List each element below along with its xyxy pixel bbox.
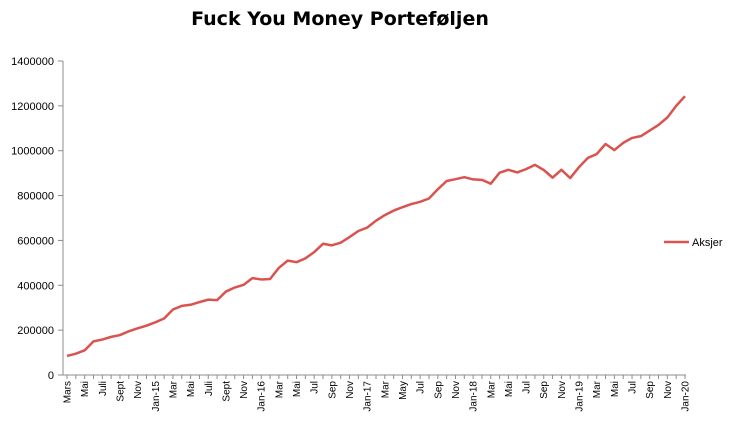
x-tick-label: Jul <box>522 381 533 394</box>
chart-title: Fuck You Money Porteføljen <box>191 8 489 30</box>
x-tick-label: Mai <box>186 381 197 397</box>
y-tick-label: 1000000 <box>11 146 54 158</box>
x-axis: Mars Mai Juli Sept Nov Jan-15 Mar Mai Juli Sept No… <box>63 374 692 412</box>
x-tick-label: Nov <box>239 381 250 399</box>
x-tick-label: Nov <box>663 381 674 399</box>
x-tick-label: Jan-15 <box>151 381 162 412</box>
x-tick-label: Juli <box>204 381 215 396</box>
x-tick-label: Sept <box>115 381 126 402</box>
x-tick-label: Jan-20 <box>681 381 692 412</box>
x-tick-label: Jan-19 <box>575 381 586 412</box>
series-line-aksjer <box>66 95 686 358</box>
x-tick-label: Nov <box>345 381 356 399</box>
x-tick-label: Sep <box>327 381 338 399</box>
series-group <box>66 95 686 358</box>
x-tick-label: Juli <box>98 381 109 396</box>
x-tick-label: Jul <box>416 381 427 394</box>
x-tick-label: Mar <box>592 380 603 398</box>
x-tick-label: Jan-17 <box>363 381 374 412</box>
x-tick-label: Mar <box>486 380 497 398</box>
x-tick-label: Sep <box>645 381 656 399</box>
x-tick-label: Jan-16 <box>257 381 268 412</box>
x-tick-label: Nov <box>557 381 568 399</box>
x-tick-label: Sept <box>221 381 232 402</box>
x-tick-label: Jul <box>310 381 321 394</box>
x-tick-label: Sep <box>539 381 550 399</box>
x-tick-label: Mar <box>380 380 391 398</box>
y-tick-label: 600000 <box>17 235 54 247</box>
x-tick-label: Nov <box>451 381 462 399</box>
x-tick-label: Mai <box>610 381 621 397</box>
x-tick-label: Jan-18 <box>469 381 480 412</box>
legend: Aksjer <box>664 237 723 249</box>
x-tick-label: Mar <box>274 380 285 398</box>
x-tick-label: Jul <box>628 381 639 394</box>
x-tick-label: Mai <box>80 381 91 397</box>
x-tick-label: Mai <box>504 381 515 397</box>
x-tick-label: Mar <box>168 380 179 398</box>
x-tick-label: Mai <box>292 381 303 397</box>
y-axis: 0 200000 400000 600000 800000 1000000 1200000 1… <box>11 56 64 382</box>
legend-label: Aksjer <box>692 237 723 249</box>
y-tick-label: 400000 <box>17 280 54 292</box>
x-tick-label: Sep <box>433 381 444 399</box>
x-tick-label: May <box>398 381 409 400</box>
x-tick-label: Mars <box>63 381 74 403</box>
y-tick-label: 200000 <box>17 325 54 337</box>
x-tick-label: Nov <box>133 381 144 399</box>
y-tick-label: 1200000 <box>11 101 54 113</box>
y-tick-label: 0 <box>48 370 54 382</box>
y-tick-label: 1400000 <box>11 56 54 68</box>
y-tick-label: 800000 <box>17 191 54 203</box>
